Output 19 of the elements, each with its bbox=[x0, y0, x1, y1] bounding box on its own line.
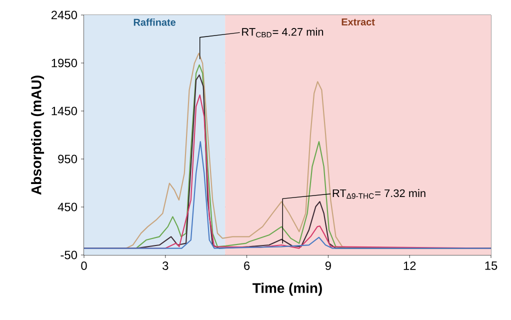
y-tick-label: 1950 bbox=[52, 58, 78, 68]
x-axis-title: Time (min) bbox=[252, 282, 322, 296]
band-label: Extract bbox=[342, 18, 375, 26]
line-series bbox=[83, 141, 492, 249]
y-tick-label: 450 bbox=[58, 202, 78, 212]
y-axis-title: Absorption (mAU) bbox=[31, 76, 44, 195]
x-tick-label: 6 bbox=[244, 262, 250, 270]
x-tick-label: 3 bbox=[162, 262, 168, 270]
y-tick-label: 950 bbox=[58, 154, 78, 164]
y-tick-label: 2450 bbox=[51, 10, 78, 20]
x-tick-label: 15 bbox=[485, 262, 498, 270]
y-tick-label: -50 bbox=[60, 250, 78, 260]
y-tick-label: 1450 bbox=[52, 106, 78, 116]
annotation: RT$_{CBD}$= 4.27 min bbox=[242, 28, 324, 38]
annotation: RT$_{Δ9-THC}$= 7.32 min bbox=[332, 189, 426, 199]
x-tick-label: 12 bbox=[404, 262, 416, 270]
x-tick-label: 9 bbox=[325, 262, 331, 270]
band-label: Raffinate bbox=[134, 18, 176, 26]
x-tick-label: 0 bbox=[81, 262, 87, 270]
